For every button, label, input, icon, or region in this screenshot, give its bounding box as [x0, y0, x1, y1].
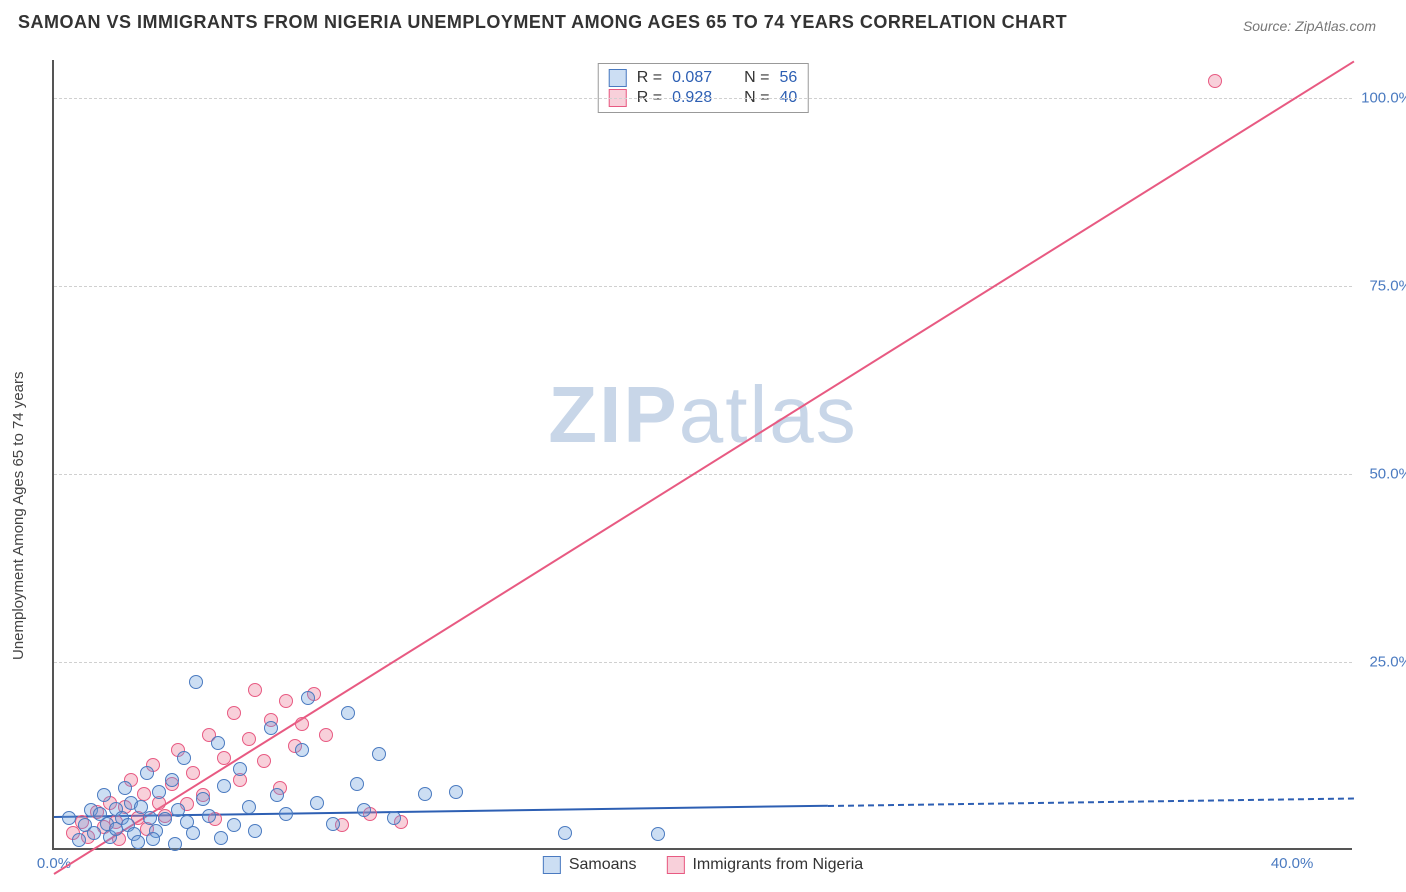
data-point-samoans: [558, 826, 572, 840]
gridline: [54, 286, 1352, 287]
gridline: [54, 98, 1352, 99]
n-label: N =: [744, 69, 769, 87]
data-point-samoans: [87, 826, 101, 840]
data-point-samoans: [651, 827, 665, 841]
data-point-samoans: [62, 811, 76, 825]
legend-item-nigeria: Immigrants from Nigeria: [666, 856, 863, 874]
legend-label: Immigrants from Nigeria: [692, 856, 863, 874]
y-axis-label: Unemployment Among Ages 65 to 74 years: [10, 371, 27, 660]
legend-row-samoans: R = 0.087 N = 56: [609, 68, 798, 88]
data-point-nigeria: [279, 694, 293, 708]
data-point-samoans: [418, 787, 432, 801]
n-value: 56: [779, 69, 797, 87]
data-point-samoans: [279, 807, 293, 821]
source-attribution: Source: ZipAtlas.com: [1243, 18, 1376, 34]
data-point-samoans: [168, 837, 182, 851]
watermark-bold: ZIP: [548, 370, 678, 459]
x-tick-label: 40.0%: [1271, 855, 1314, 872]
correlation-chart: { "title": "SAMOAN VS IMMIGRANTS FROM NI…: [0, 0, 1406, 892]
data-point-samoans: [301, 691, 315, 705]
data-point-samoans: [227, 818, 241, 832]
trend-line-samoans-extrapolated: [828, 797, 1354, 807]
data-point-samoans: [326, 817, 340, 831]
y-tick-label: 50.0%: [1369, 465, 1406, 482]
gridline: [54, 474, 1352, 475]
data-point-nigeria: [242, 732, 256, 746]
watermark: ZIPatlas: [548, 369, 857, 461]
data-point-nigeria: [227, 706, 241, 720]
trend-line-nigeria: [53, 60, 1354, 874]
plot-area: ZIPatlas R = 0.087 N = 56 R = 0.928 N = …: [52, 60, 1352, 850]
legend-statistics: R = 0.087 N = 56 R = 0.928 N = 40: [598, 63, 809, 113]
data-point-samoans: [310, 796, 324, 810]
data-point-nigeria: [295, 717, 309, 731]
data-point-samoans: [270, 788, 284, 802]
data-point-samoans: [357, 803, 371, 817]
data-point-nigeria: [1208, 74, 1222, 88]
r-value: 0.087: [672, 69, 712, 87]
data-point-samoans: [158, 812, 172, 826]
data-point-nigeria: [217, 751, 231, 765]
swatch-blue-icon: [609, 69, 627, 87]
data-point-nigeria: [186, 766, 200, 780]
data-point-samoans: [186, 826, 200, 840]
data-point-samoans: [202, 809, 216, 823]
watermark-light: atlas: [679, 370, 858, 459]
data-point-samoans: [449, 785, 463, 799]
data-point-samoans: [131, 835, 145, 849]
data-point-samoans: [165, 773, 179, 787]
chart-title: SAMOAN VS IMMIGRANTS FROM NIGERIA UNEMPL…: [18, 12, 1067, 33]
y-tick-label: 75.0%: [1369, 277, 1406, 294]
data-point-samoans: [146, 832, 160, 846]
y-tick-label: 25.0%: [1369, 653, 1406, 670]
gridline: [54, 662, 1352, 663]
data-point-samoans: [140, 766, 154, 780]
data-point-samoans: [189, 675, 203, 689]
data-point-samoans: [248, 824, 262, 838]
data-point-samoans: [350, 777, 364, 791]
data-point-samoans: [387, 811, 401, 825]
data-point-samoans: [211, 736, 225, 750]
r-label: R =: [637, 69, 662, 87]
data-point-samoans: [341, 706, 355, 720]
data-point-samoans: [97, 788, 111, 802]
data-point-nigeria: [248, 683, 262, 697]
data-point-samoans: [295, 743, 309, 757]
data-point-samoans: [242, 800, 256, 814]
data-point-samoans: [118, 781, 132, 795]
data-point-nigeria: [257, 754, 271, 768]
data-point-samoans: [72, 833, 86, 847]
legend-series: Samoans Immigrants from Nigeria: [543, 856, 863, 874]
y-tick-label: 100.0%: [1361, 89, 1406, 106]
data-point-samoans: [233, 762, 247, 776]
data-point-samoans: [217, 779, 231, 793]
data-point-samoans: [152, 785, 166, 799]
swatch-blue-icon: [543, 856, 561, 874]
data-point-nigeria: [319, 728, 333, 742]
data-point-samoans: [177, 751, 191, 765]
x-tick-label: 0.0%: [37, 855, 71, 872]
swatch-pink-icon: [666, 856, 684, 874]
data-point-samoans: [264, 721, 278, 735]
legend-label: Samoans: [569, 856, 637, 874]
legend-item-samoans: Samoans: [543, 856, 637, 874]
data-point-samoans: [196, 792, 210, 806]
data-point-samoans: [214, 831, 228, 845]
data-point-samoans: [372, 747, 386, 761]
